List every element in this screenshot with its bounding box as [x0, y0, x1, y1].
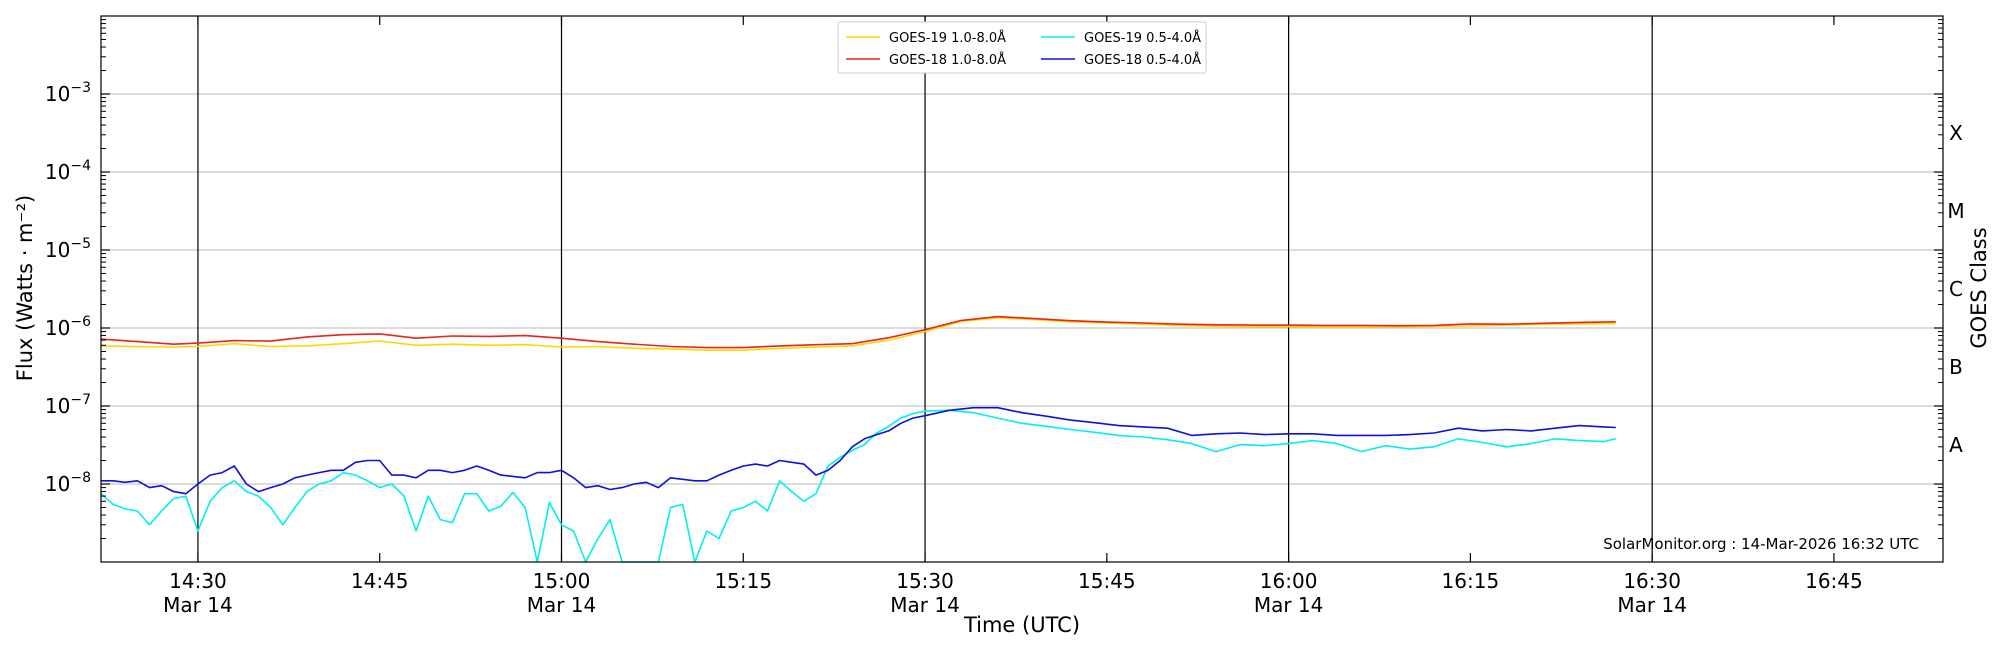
x-tick-label: 16:30: [1623, 569, 1681, 593]
y-tick-label: 10−7: [45, 392, 91, 418]
series-line: [100, 315, 1616, 349]
x-tick-label: 14:30: [169, 569, 227, 593]
y-tick-label: 10−8: [45, 470, 91, 496]
x-tick-date-label: Mar 14: [1617, 593, 1687, 617]
y-tick-label: 10−5: [45, 236, 91, 262]
x-tick-date-label: Mar 14: [890, 593, 960, 617]
x-tick-label: 16:00: [1260, 569, 1318, 593]
plot-frame: [100, 15, 1944, 563]
goes-class-label: A: [1949, 433, 1963, 457]
goes-class-label: M: [1947, 199, 1964, 223]
x-axis-title: Time (UTC): [963, 613, 1080, 637]
x-tick-label: 15:00: [533, 569, 591, 593]
x-tick-label: 14:45: [351, 569, 409, 593]
date-boundary-lines: [197, 16, 1653, 562]
series-layer: [100, 315, 1616, 563]
right-axis-title: GOES Class: [1967, 227, 1991, 348]
y-tick-label: 10−3: [45, 80, 91, 106]
x-tick-label: 16:15: [1442, 569, 1500, 593]
y-axis-title: Flux (Watts · m⁻²): [13, 195, 37, 381]
goes-class-labels: X M C B A: [1947, 121, 1964, 457]
credit-text: SolarMonitor.org : 14-Mar-2026 16:32 UTC: [1603, 535, 1919, 553]
legend: GOES-19 1.0-8.0Å GOES-18 1.0-8.0Å GOES-19 …: [837, 21, 1207, 74]
legend-label: GOES-19 1.0-8.0Å: [889, 30, 1006, 46]
legend-label: GOES-18 0.5-4.0Å: [1084, 52, 1201, 68]
goes-class-label: X: [1949, 121, 1963, 145]
x-tick-label: 15:45: [1078, 569, 1136, 593]
series-line: [100, 409, 1616, 563]
x-tick-label: 15:30: [896, 569, 954, 593]
legend-box: [837, 21, 1207, 74]
x-tick-label: 16:45: [1805, 569, 1863, 593]
x-tick-date-label: Mar 14: [527, 593, 597, 617]
legend-label: GOES-18 1.0-8.0Å: [889, 52, 1006, 68]
grid-layer: [101, 93, 1943, 485]
y-tick-label: 10−6: [45, 314, 91, 340]
x-tick-date-label: Mar 14: [163, 593, 233, 617]
y-tick-label: 10−4: [45, 158, 91, 184]
series-line: [101, 406, 1616, 495]
goes-class-label: B: [1949, 355, 1963, 379]
series-line: [100, 316, 1616, 352]
x-tick-label: 15:15: [714, 569, 772, 593]
legend-label: GOES-19 0.5-4.0Å: [1084, 30, 1201, 46]
goes-class-label: C: [1949, 277, 1963, 301]
y-axis-ticks: 10−3 10−4 10−5 10−6 10−7 10−8: [45, 19, 1943, 540]
x-tick-date-label: Mar 14: [1254, 593, 1324, 617]
